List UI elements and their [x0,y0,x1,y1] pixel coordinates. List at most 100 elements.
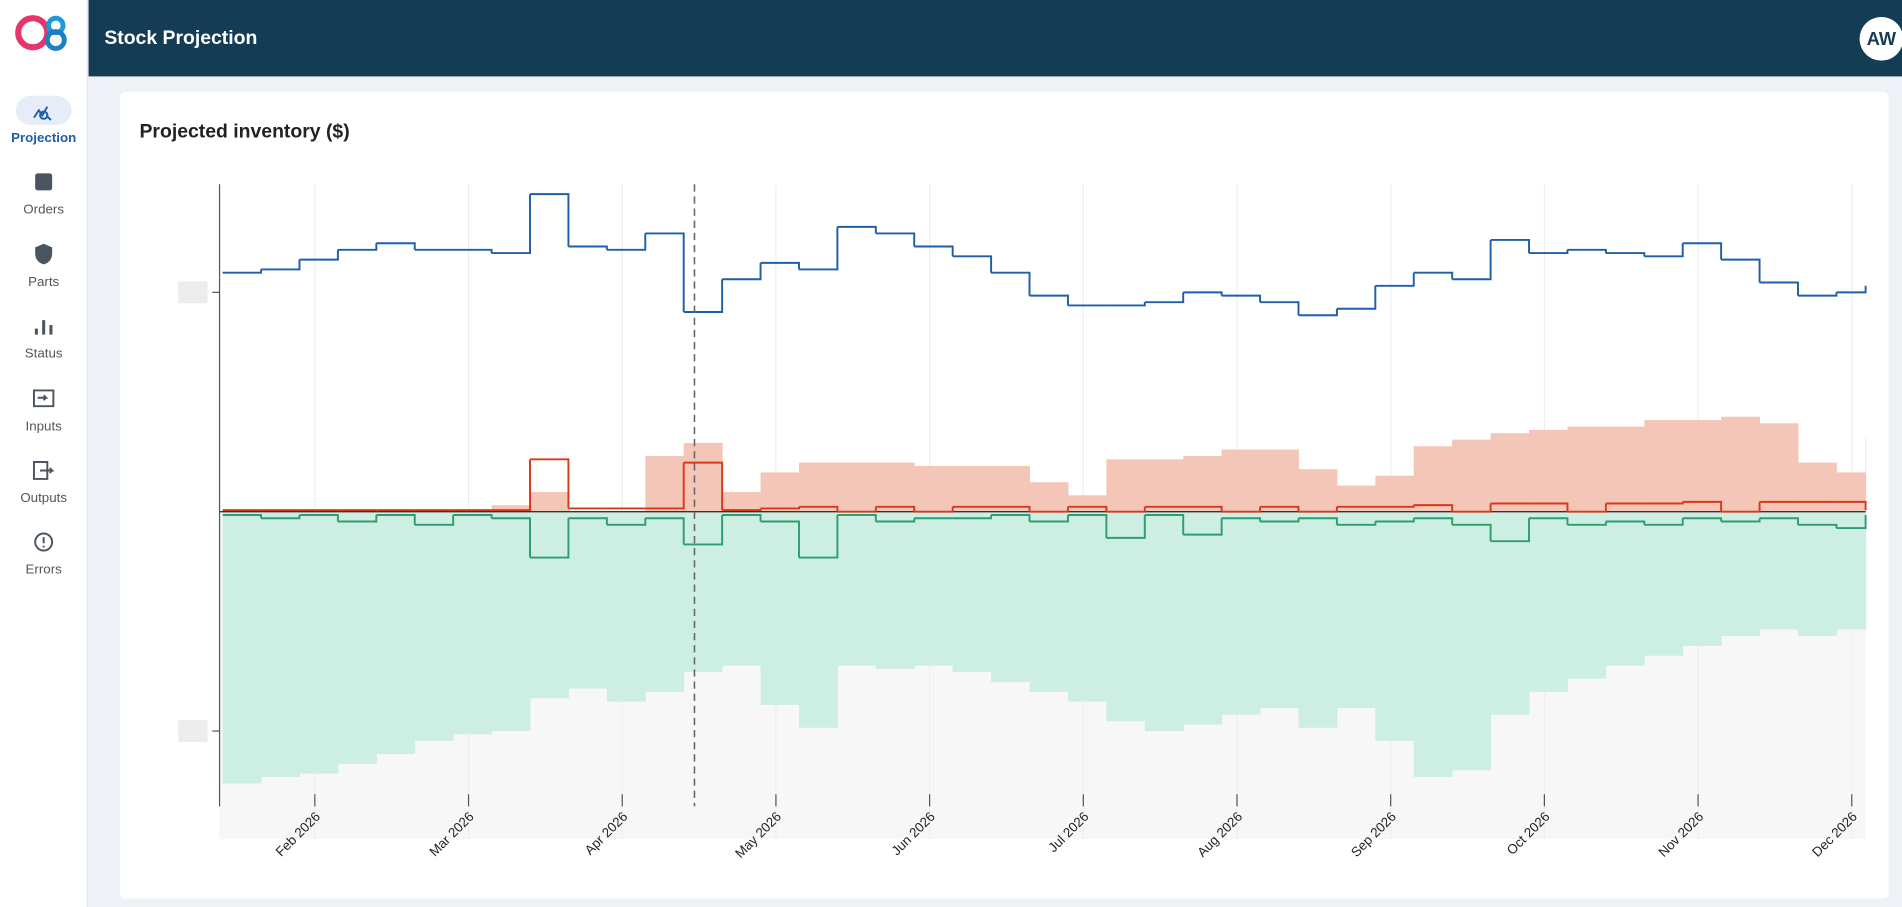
line-step [453,248,493,254]
line-step [645,462,685,510]
line-step [1375,518,1415,523]
line-step [530,193,570,247]
area-step [1106,459,1146,512]
line-step [1759,517,1799,525]
nav: Projection Orders Parts Status Inputs Outputs… [11,95,76,576]
line-step [1567,248,1607,254]
avatar[interactable] [1859,16,1902,61]
area-step [1183,511,1223,725]
nav-label[interactable]: Parts [28,274,59,289]
line-step [1029,506,1069,513]
line-step [722,508,762,512]
area-step [568,511,608,689]
y-tick-label-redacted [178,720,208,742]
area-step [1260,511,1299,709]
line-step [1797,292,1838,297]
area-step [414,511,454,741]
line-step [1106,302,1146,307]
line-step [222,269,263,274]
line-step [491,194,531,255]
line-step [1567,503,1607,513]
area-step [914,511,954,666]
area-step [1106,511,1146,722]
area-step [952,511,992,673]
nav-label[interactable]: Status [25,346,63,361]
line-step [798,226,839,271]
line-step [606,518,647,526]
nav-active-pill [15,95,72,125]
area-step [1298,469,1338,512]
line-step [1375,505,1415,508]
area-step [1144,511,1184,732]
line-step [1183,291,1223,296]
nav-icon [34,320,53,335]
line-step [1682,517,1723,522]
line-step [914,506,954,513]
line-step [1836,285,1867,294]
line-step [645,232,685,312]
area-step [1029,511,1069,692]
line-step [1144,292,1185,304]
line-step [1221,506,1262,513]
line-step [1644,518,1684,526]
area-step [1836,472,1867,512]
line-step [299,249,339,261]
area-step [1721,511,1761,637]
area-step [1644,420,1684,512]
line-step [914,245,954,257]
nav-label[interactable]: Inputs [26,418,63,433]
line-step [1260,505,1300,512]
line-step [1797,523,1838,529]
area-step [606,511,646,702]
area-step [299,511,339,774]
nav-label[interactable]: Projection [11,130,76,145]
line-step [837,225,877,234]
line-step [1644,243,1684,258]
line-step [1221,517,1262,522]
line-step [1721,518,1761,523]
area-step [1452,511,1492,771]
nav-label[interactable]: Errors [26,561,63,576]
area-step [261,511,300,777]
nav-label[interactable]: Outputs [20,490,67,505]
area-step [952,465,992,512]
area-step [991,465,1031,512]
area-step [1490,433,1530,512]
line-step [1336,521,1377,526]
nav-label[interactable]: Orders [23,201,64,216]
area-step [1260,449,1299,512]
line-step [1183,505,1223,512]
line-step [952,255,993,273]
nav-icon [33,106,52,121]
line-step [1721,501,1761,513]
area-step [1529,511,1568,692]
line-step [875,232,916,247]
area-step [722,511,762,666]
line-step [991,271,1031,296]
area-step [1567,511,1607,679]
area-step [530,511,569,699]
area-step [1336,485,1376,512]
line-step [530,518,570,559]
area-step [1682,511,1722,646]
area-step [1067,495,1107,512]
line-step [568,517,608,525]
logo[interactable] [15,15,67,51]
area-step [645,511,685,692]
line-step [261,514,301,520]
area-step [837,462,877,512]
line-step [798,514,839,559]
area-step [1797,462,1837,512]
line-step [1144,514,1185,535]
line-step [1836,514,1867,530]
logo-o [15,15,51,51]
line-step [1644,501,1684,505]
line-step [1836,500,1867,511]
line-step [337,514,378,523]
area-step [1221,449,1261,512]
area-step [1836,511,1867,630]
line-step [1452,523,1492,542]
area-step [1336,511,1376,709]
line-step [1605,252,1646,257]
